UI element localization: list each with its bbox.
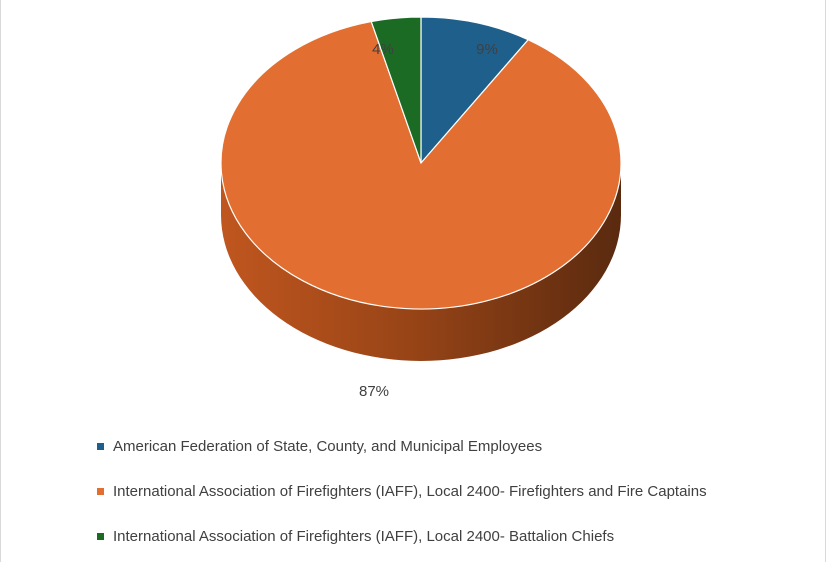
pie-slice-1 bbox=[220, 20, 622, 310]
legend-item-iaff-battalion: International Association of Firefighter… bbox=[97, 524, 817, 548]
legend-label-iaff-battalion: International Association of Firefighter… bbox=[113, 527, 615, 545]
legend-label-afscme: American Federation of State, County, an… bbox=[113, 437, 543, 455]
legend-swatch-afscme bbox=[97, 442, 104, 450]
pie-data-labels: 9% 87% 4% bbox=[359, 41, 498, 400]
pie-top-face bbox=[220, 16, 622, 310]
legend-label-iaff-firefighters: International Association of Firefighter… bbox=[113, 482, 707, 500]
legend-item-iaff-firefighters: International Association of Firefighter… bbox=[97, 479, 817, 503]
pie-slice-2 bbox=[370, 16, 422, 164]
data-label-slice-1: 87% bbox=[359, 383, 389, 400]
pie-side-slice-1 bbox=[221, 163, 621, 361]
pie-slice-0 bbox=[420, 16, 530, 165]
legend-item-afscme: American Federation of State, County, an… bbox=[97, 434, 817, 458]
legend: American Federation of State, County, an… bbox=[97, 434, 817, 569]
legend-swatch-iaff-firefighters bbox=[97, 487, 104, 495]
pie-side-wall bbox=[221, 163, 621, 361]
data-label-slice-0: 9% bbox=[476, 41, 498, 58]
legend-swatch-iaff-battalion bbox=[97, 532, 104, 540]
data-label-slice-2: 4% bbox=[372, 41, 394, 58]
